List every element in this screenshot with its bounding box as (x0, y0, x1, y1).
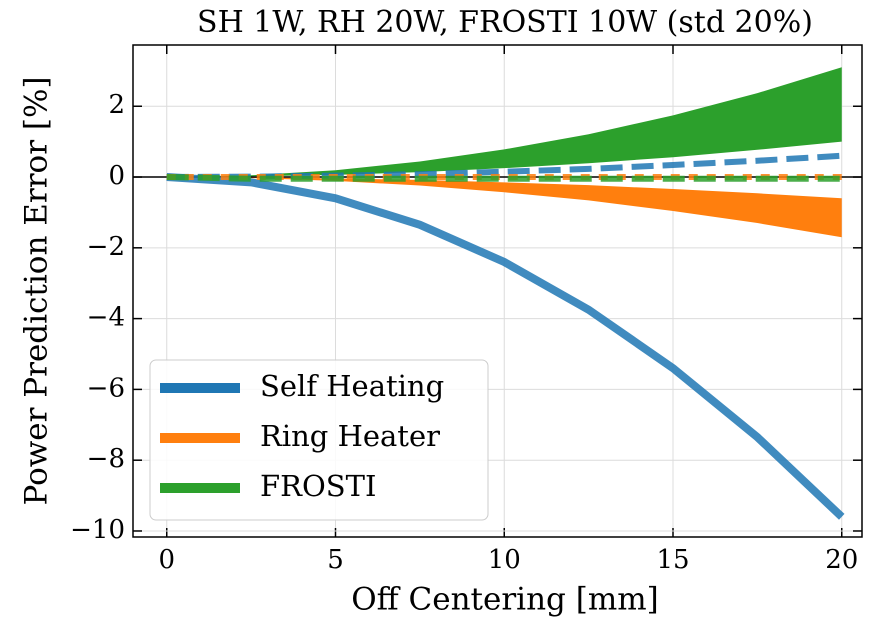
y-tick-label: 0 (108, 161, 125, 191)
x-tick-label: 15 (656, 545, 689, 575)
legend: Self Heating Ring Heater FROSTI (149, 359, 489, 521)
y-tick-label: −4 (87, 303, 125, 333)
y-tick-label: −8 (87, 444, 125, 474)
x-tick-label: 20 (825, 545, 858, 575)
plot-area (133, 67, 862, 520)
x-axis-label: Off Centering [mm] (351, 582, 659, 618)
x-tick-label: 0 (158, 545, 175, 575)
chart-title: SH 1W, RH 20W, FROSTI 10W (std 20%) (197, 5, 813, 40)
legend-label: Self Heating (260, 369, 444, 403)
y-tick-label: −2 (87, 232, 125, 262)
y-tick-label: 2 (108, 90, 125, 120)
line-solid (166, 173, 845, 520)
legend-label: FROSTI (260, 469, 376, 503)
y-tick-label: −10 (70, 515, 125, 545)
band (166, 177, 842, 238)
x-tick-label: 5 (327, 545, 344, 575)
x-tick-label: 10 (488, 545, 521, 575)
legend-label: Ring Heater (260, 419, 440, 453)
y-tick-label: −6 (87, 373, 125, 403)
plot-frame (132, 44, 863, 538)
y-axis-label: Power Prediction Error [%] (19, 76, 55, 505)
legend-box (149, 359, 489, 521)
line-dashed (166, 174, 842, 182)
band (166, 67, 842, 178)
